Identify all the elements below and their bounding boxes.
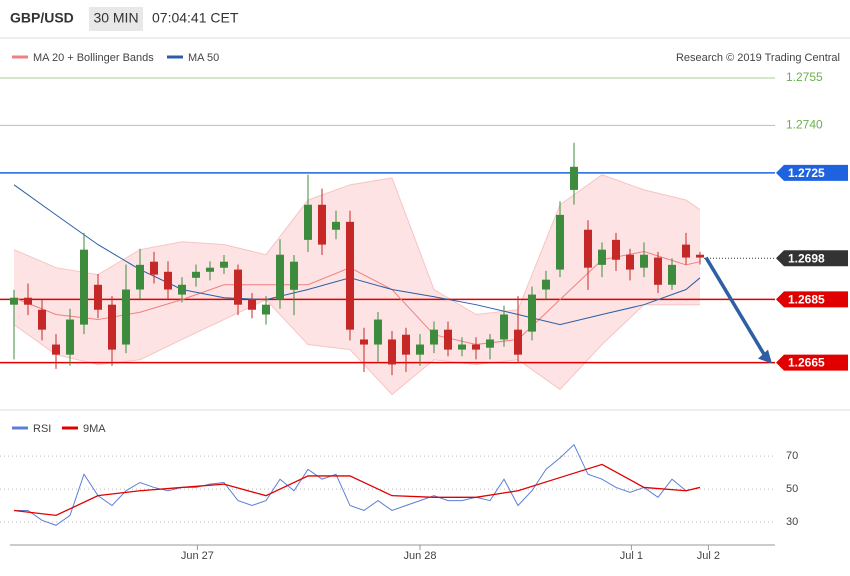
level-label: 1.2685 [788, 292, 825, 306]
candle-body [416, 344, 424, 355]
level-box [776, 250, 848, 267]
candle-body [10, 297, 18, 305]
candle-body [668, 264, 676, 285]
candle-body [108, 304, 116, 350]
candle-body [388, 339, 396, 365]
candle-body [136, 264, 144, 290]
y-tick-label: 30 [786, 516, 798, 528]
candle-body [94, 284, 102, 310]
candle-body [458, 344, 466, 350]
candle-body [304, 204, 312, 240]
chart-title: GBP/USD [10, 10, 74, 26]
candle-body [24, 297, 32, 305]
candle-body [654, 257, 662, 285]
level-label: 1.2740 [786, 118, 823, 132]
ma-line [13, 251, 701, 346]
legend-label: MA 50 [188, 52, 219, 64]
candle-body [290, 261, 298, 290]
candle-body [38, 309, 46, 330]
legend-label: RSI [33, 423, 51, 435]
candle-body [472, 344, 480, 350]
candle-body [346, 221, 354, 330]
interval: 30 MIN [93, 10, 138, 26]
legend-label: 9MA [83, 423, 106, 435]
x-tick-label: Jul 2 [697, 550, 720, 562]
credit: Research © 2019 Trading Central [676, 52, 840, 64]
candle-body [640, 254, 648, 268]
interval-box [89, 7, 143, 31]
y-tick-label: 70 [786, 450, 798, 462]
candle-body [682, 244, 690, 258]
candle-body [192, 271, 200, 278]
candle-body [150, 261, 158, 275]
x-tick-label: Jun 27 [181, 550, 214, 562]
candle-body [262, 304, 270, 315]
forecast-arrow [704, 256, 768, 359]
level-box [776, 291, 848, 308]
level-label: 1.2755 [786, 70, 823, 84]
candle-body [486, 339, 494, 348]
level-box [776, 164, 848, 181]
time: 07:04:41 CET [152, 10, 239, 26]
level-box [776, 354, 848, 371]
rsi-line [13, 463, 701, 517]
candle-body [164, 271, 172, 290]
band-fill [14, 174, 700, 395]
forecast-arrowhead [758, 349, 772, 364]
candle-body [66, 319, 74, 355]
x-tick-label: Jul 1 [620, 550, 643, 562]
candle-body [234, 269, 242, 305]
candle-body [248, 299, 256, 310]
level-label: 1.2725 [788, 166, 825, 180]
candle-body [528, 294, 536, 332]
candle-body [556, 214, 564, 270]
candle-body [206, 267, 214, 272]
candle-body [374, 319, 382, 345]
candle-body [360, 339, 368, 345]
ma-line [13, 184, 701, 326]
candle-body [598, 249, 606, 265]
candle-body [430, 329, 438, 345]
candle-body [584, 229, 592, 268]
candle-body [542, 279, 550, 290]
candle-body [514, 329, 522, 355]
y-tick-label: 50 [786, 483, 798, 495]
candle-body [318, 204, 326, 245]
candle-body [444, 329, 452, 350]
candle-body [612, 239, 620, 260]
level-label: 1.2665 [788, 356, 825, 370]
candle-body [500, 314, 508, 340]
candle-body [220, 261, 228, 268]
candle-body [402, 334, 410, 355]
candle-body [626, 254, 634, 270]
candle-body [178, 284, 186, 295]
candle-body [332, 221, 340, 230]
bollinger-band [13, 299, 700, 396]
bollinger-band [13, 174, 701, 316]
legend-label: MA 20 + Bollinger Bands [33, 52, 154, 64]
candle-body [52, 344, 60, 355]
x-tick-label: Jun 28 [403, 550, 436, 562]
candle-body [696, 254, 704, 258]
level-label: 1.2698 [788, 251, 825, 265]
candle-body [80, 249, 88, 325]
candle-body [570, 166, 578, 190]
candle-body [122, 289, 130, 345]
candle-body [276, 254, 284, 300]
